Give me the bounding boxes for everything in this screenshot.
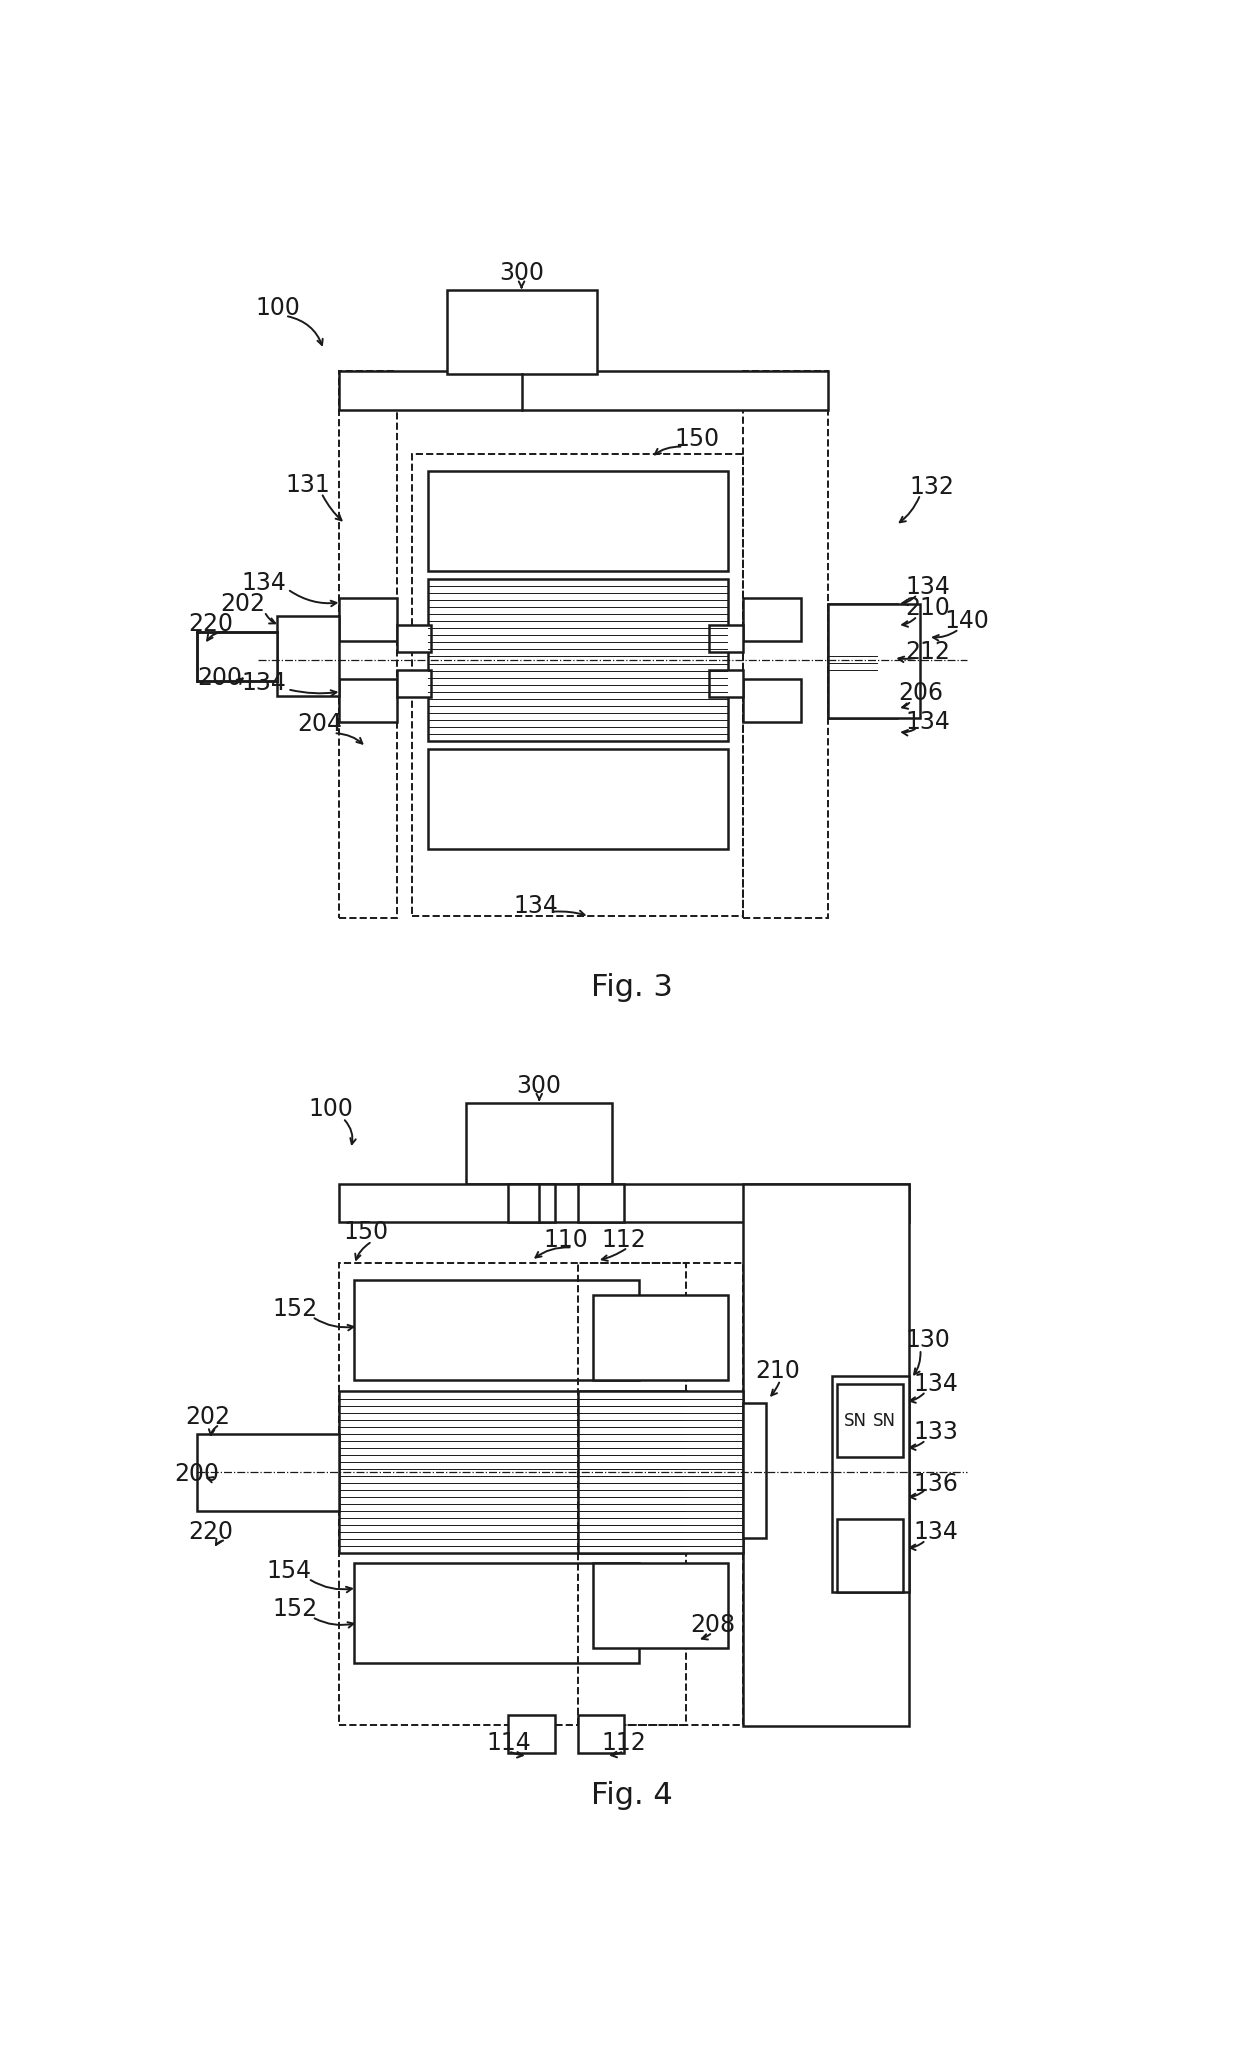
Bar — [743, 597, 801, 641]
Text: 220: 220 — [188, 612, 233, 637]
Text: 134: 134 — [914, 1372, 959, 1395]
Bar — [197, 633, 278, 680]
Bar — [578, 1263, 743, 1724]
Bar — [593, 1296, 728, 1381]
Text: 208: 208 — [689, 1612, 735, 1637]
Text: 212: 212 — [905, 641, 951, 664]
Bar — [578, 1184, 624, 1222]
Text: 134: 134 — [513, 895, 558, 918]
Bar — [397, 670, 432, 697]
Text: 150: 150 — [675, 428, 719, 451]
Bar — [339, 1184, 909, 1222]
Text: 134: 134 — [242, 672, 286, 695]
Bar — [446, 289, 596, 374]
Text: 210: 210 — [755, 1358, 800, 1383]
Text: 112: 112 — [601, 1732, 646, 1755]
Text: 131: 131 — [286, 473, 331, 498]
Bar — [355, 1279, 640, 1381]
Bar — [428, 748, 728, 850]
Text: 134: 134 — [914, 1521, 959, 1544]
Text: SN: SN — [843, 1412, 867, 1430]
Bar — [743, 1184, 909, 1726]
Text: 152: 152 — [273, 1298, 317, 1321]
Bar — [197, 1434, 339, 1511]
Text: Fig. 3: Fig. 3 — [590, 974, 672, 1002]
Bar — [578, 1391, 743, 1552]
Bar — [743, 1403, 766, 1538]
Text: 134: 134 — [242, 570, 286, 595]
Bar — [828, 649, 878, 678]
Bar — [339, 680, 397, 721]
Text: 220: 220 — [188, 1521, 233, 1544]
Bar — [828, 604, 920, 717]
Bar — [593, 1563, 728, 1647]
Bar — [828, 604, 898, 649]
Text: 136: 136 — [914, 1472, 959, 1497]
Bar — [339, 1391, 686, 1552]
Bar — [428, 579, 728, 740]
Bar — [339, 372, 828, 409]
Text: 150: 150 — [343, 1220, 388, 1244]
Text: 206: 206 — [898, 682, 942, 705]
Text: 140: 140 — [944, 610, 990, 633]
Text: 100: 100 — [255, 296, 300, 320]
Text: 204: 204 — [298, 711, 342, 736]
Text: 154: 154 — [267, 1559, 311, 1583]
Bar — [508, 1184, 554, 1222]
Bar — [339, 597, 397, 641]
Text: 210: 210 — [905, 597, 951, 620]
Bar — [578, 1716, 624, 1753]
Text: 134: 134 — [905, 575, 951, 599]
Bar — [278, 616, 339, 697]
Text: 200: 200 — [197, 666, 242, 690]
Bar — [828, 678, 898, 717]
Text: 300: 300 — [498, 260, 544, 285]
Bar — [708, 670, 743, 697]
Text: 100: 100 — [309, 1098, 353, 1120]
Bar — [837, 1519, 904, 1592]
Bar — [428, 471, 728, 570]
Bar — [355, 1563, 640, 1664]
Bar — [743, 680, 801, 721]
Text: 152: 152 — [273, 1598, 317, 1621]
Text: 110: 110 — [544, 1228, 589, 1253]
Text: 202: 202 — [186, 1406, 231, 1428]
Bar — [339, 372, 397, 918]
Bar — [708, 626, 743, 653]
Bar — [339, 1263, 686, 1724]
Text: 114: 114 — [486, 1732, 531, 1755]
Bar — [837, 1383, 904, 1457]
Bar — [412, 455, 743, 916]
Text: 132: 132 — [909, 475, 955, 498]
Text: 134: 134 — [905, 709, 951, 734]
Bar — [397, 626, 432, 653]
Bar — [743, 372, 828, 918]
Text: SN: SN — [873, 1412, 895, 1430]
Text: 133: 133 — [914, 1420, 959, 1445]
Bar — [832, 1377, 909, 1592]
Bar — [466, 1102, 613, 1184]
Text: 200: 200 — [174, 1461, 219, 1486]
Text: 202: 202 — [221, 591, 265, 616]
Text: 130: 130 — [905, 1327, 951, 1352]
Text: Fig. 4: Fig. 4 — [590, 1782, 672, 1811]
Bar — [508, 1716, 554, 1753]
Text: 300: 300 — [517, 1073, 562, 1098]
Text: 112: 112 — [601, 1228, 646, 1253]
